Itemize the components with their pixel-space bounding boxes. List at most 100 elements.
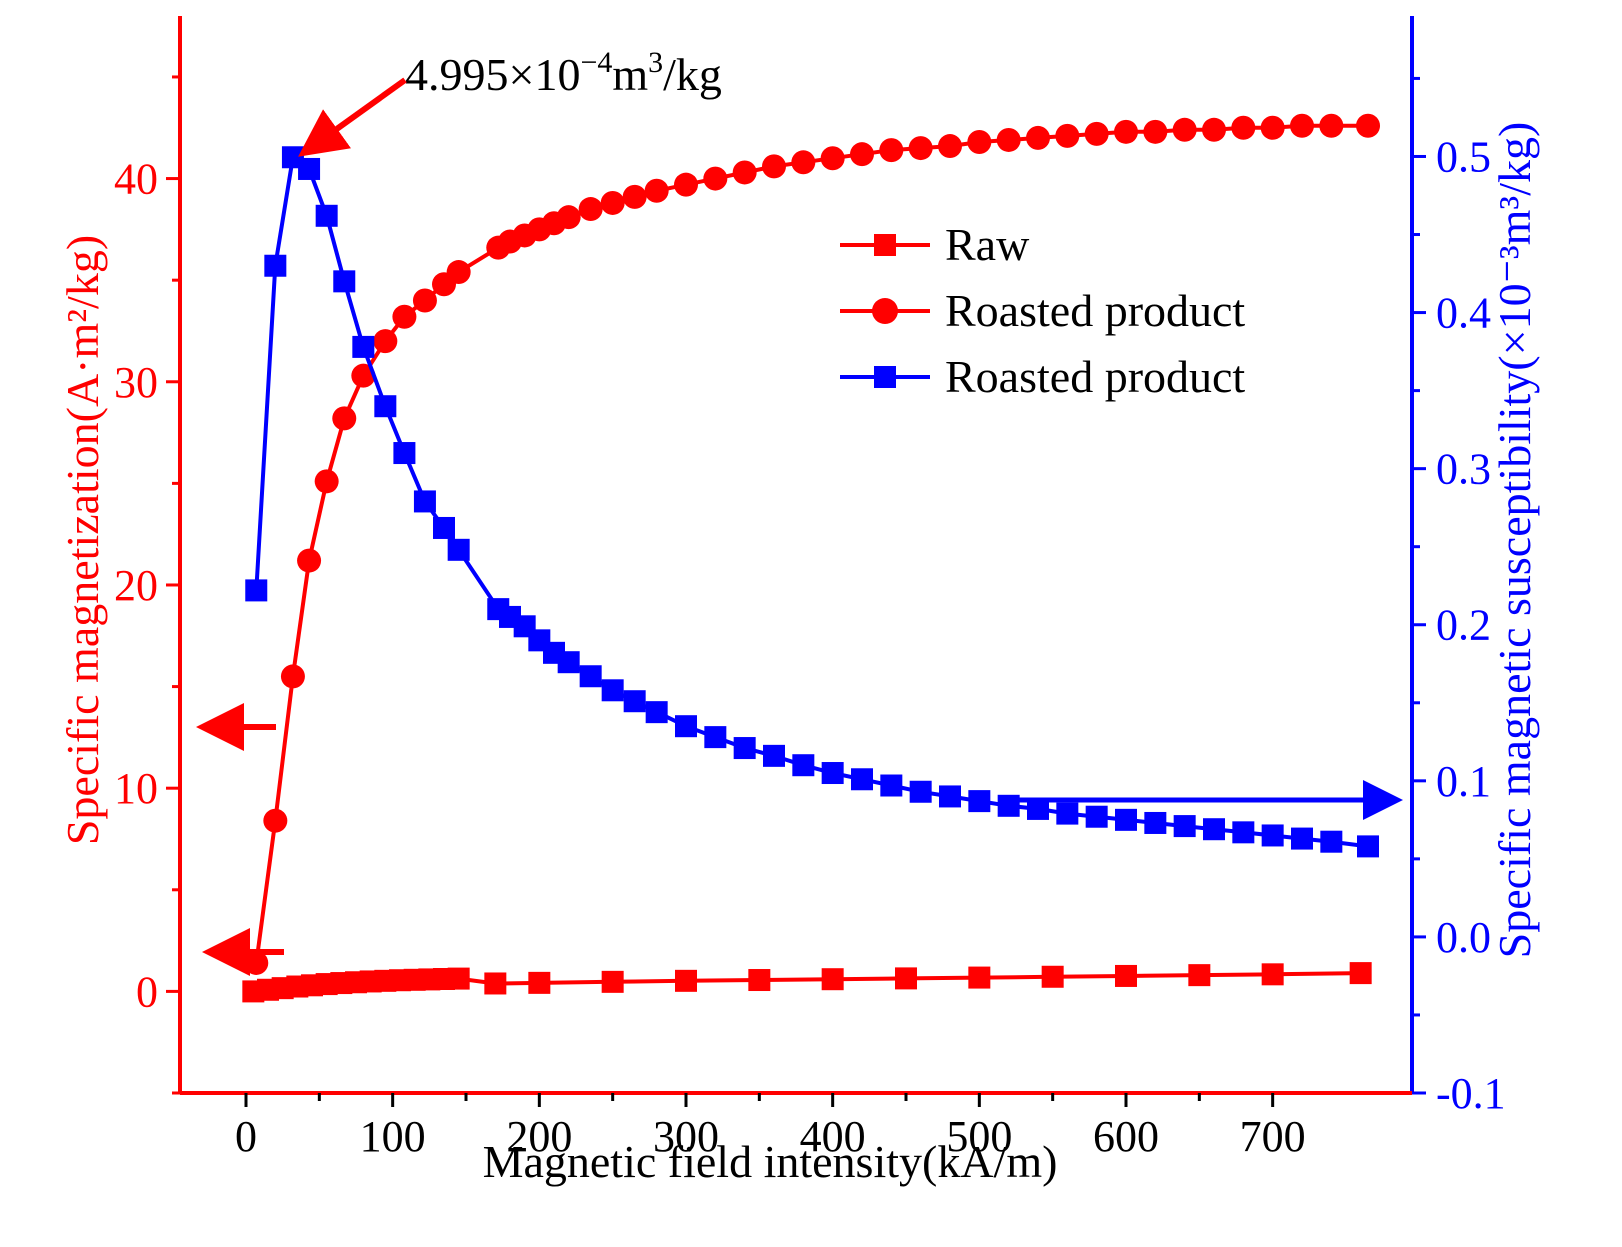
data-point (1055, 123, 1080, 148)
data-point (748, 969, 771, 992)
series-line-2 (254, 153, 1369, 849)
data-point (791, 150, 816, 175)
peak-annotation-label: 4.995×10−4m3/kg (405, 46, 722, 100)
data-point (996, 127, 1021, 152)
data-point (732, 160, 757, 185)
data-point (675, 715, 697, 738)
data-point (1114, 119, 1138, 144)
data-point (1320, 830, 1343, 853)
data-point (1172, 117, 1197, 142)
data-point (821, 968, 844, 991)
annotation-part: /kg (663, 49, 722, 100)
annotation-part: m (612, 49, 648, 100)
data-point (601, 679, 624, 702)
data-point (332, 406, 357, 431)
data-point (850, 142, 874, 167)
x-tick-label: 100 (360, 1112, 426, 1161)
data-point (1319, 113, 1344, 138)
data-point (264, 254, 287, 277)
data-point (280, 664, 305, 689)
y-right-axis-title: Specific magnetic susceptibility(×10⁻³m³… (1489, 122, 1540, 959)
series-line-1 (254, 123, 1368, 964)
data-point (352, 335, 375, 358)
data-point (1291, 827, 1313, 850)
data-point (447, 538, 470, 561)
data-point (447, 967, 470, 990)
peak-annotation-arrow (298, 77, 407, 157)
data-point (245, 579, 268, 602)
data-point (244, 950, 269, 975)
data-point (374, 395, 397, 418)
data-point (645, 701, 668, 724)
data-point (263, 808, 288, 833)
data-point (1231, 115, 1256, 140)
x-tick-label: 200 (506, 1112, 572, 1161)
legend-label-roasted-susceptibility: Roasted product (945, 351, 1245, 402)
data-point (412, 288, 437, 313)
axes-layer: 0 100 200 300 400 500 600 700 0 10 20 30 40 -0.1 0.0 0.… (114, 16, 1506, 1161)
data-point (763, 744, 785, 767)
data-point (413, 490, 436, 513)
data-point (968, 966, 991, 989)
x-tick-label: 500 (946, 1112, 1012, 1161)
legend-marker-roasted-susceptibility (874, 366, 896, 388)
data-point (579, 665, 602, 688)
data-point (484, 972, 507, 995)
x-tick-label: 0 (235, 1112, 257, 1161)
annotation-part: 3 (648, 46, 663, 79)
data-point (1260, 115, 1285, 140)
data-point (1188, 964, 1211, 987)
y-left-tick-label: 10 (114, 764, 158, 813)
data-point (1290, 113, 1314, 138)
data-point (1144, 811, 1167, 834)
y-left-axis-title: Specific magnetization(A·m²/kg) (57, 235, 108, 845)
data-point (393, 442, 416, 465)
data-point (1115, 964, 1137, 987)
data-point (600, 190, 625, 215)
legend: Raw Roasted product Roasted product (840, 219, 1245, 402)
data-point (939, 785, 961, 808)
y-right-tick-label: 0.4 (1436, 289, 1491, 338)
data-point (733, 737, 756, 760)
data-point (1084, 121, 1109, 146)
data-point (895, 967, 917, 990)
data-point (1202, 117, 1226, 142)
data-point (297, 548, 322, 573)
y-right-tick-label: 0.0 (1436, 913, 1491, 962)
data-point (1261, 824, 1284, 847)
legend-label-roasted-magnetization: Roasted product (945, 285, 1245, 336)
data-point (333, 270, 356, 293)
data-point (879, 138, 904, 163)
data-point (820, 146, 845, 171)
data-point (298, 157, 321, 180)
x-tick-label: 300 (653, 1112, 719, 1161)
legend-marker-roasted-magnetization (872, 298, 898, 324)
data-point (851, 768, 873, 791)
y-right-tick-label: 0.3 (1436, 445, 1491, 494)
y-left-tick-label: 30 (114, 358, 158, 407)
data-point (1026, 125, 1050, 150)
data-point (704, 726, 727, 749)
data-point (1349, 962, 1372, 985)
data-point (792, 754, 815, 777)
data-point (557, 651, 580, 674)
data-point (1357, 835, 1379, 858)
data-point (880, 774, 903, 797)
legend-marker-raw (874, 234, 896, 256)
data-point (762, 154, 786, 179)
legend-label-raw: Raw (945, 219, 1030, 270)
x-tick-label: 700 (1240, 1112, 1306, 1161)
data-point (315, 204, 338, 227)
data-point (373, 329, 398, 354)
data-point (644, 178, 669, 203)
y-left-tick-label: 40 (114, 155, 158, 204)
data-point (622, 184, 647, 209)
data-point (623, 690, 646, 713)
data-point (967, 129, 992, 154)
data-point (1261, 963, 1284, 986)
data-point (1232, 821, 1255, 844)
data-point (433, 516, 455, 539)
data-point (446, 260, 471, 285)
x-tick-label: 600 (1093, 1112, 1159, 1161)
data-point (675, 969, 697, 992)
